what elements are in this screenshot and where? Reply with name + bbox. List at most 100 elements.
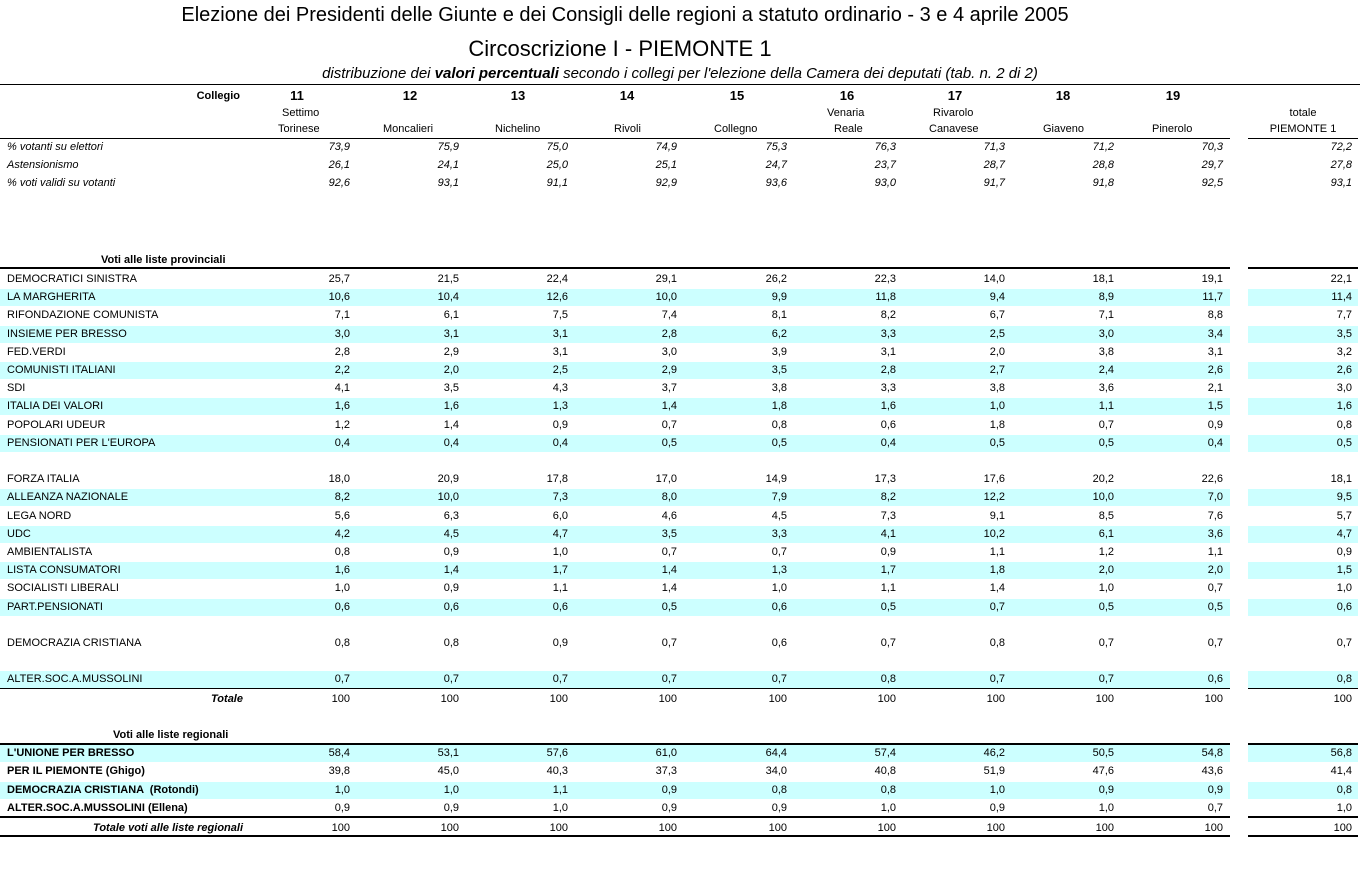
column-name: PIEMONTE 1 [1269, 123, 1337, 135]
cell: 1,0 [334, 582, 350, 595]
cell: 0,9 [443, 582, 459, 595]
cell: 0,9 [661, 801, 677, 814]
cell: 28,8 [1092, 159, 1114, 172]
cell: 3,6 [1098, 382, 1114, 395]
cell: 11,7 [1202, 291, 1223, 304]
row-shade [1248, 434, 1358, 452]
cell: 4,7 [1336, 527, 1352, 540]
cell: 71,2 [1092, 141, 1114, 153]
column-name: Canavese [929, 123, 979, 135]
cell: 3,0 [1336, 382, 1352, 395]
row-label: DEMOCRAZIA CRISTIANA (Rotondi) [7, 783, 199, 796]
column-number: 19 [1165, 88, 1181, 103]
row-label: PENSIONATI PER L'EUROPA [7, 436, 156, 449]
cell: 3,6 [1207, 527, 1223, 540]
row-label: SOCIALISTI LIBERALI [7, 582, 119, 595]
cell: 0,7 [661, 546, 677, 558]
cell: 1,0 [1098, 801, 1114, 814]
cell: 8,9 [1098, 291, 1114, 304]
cell: 0,9 [989, 801, 1005, 814]
row-label: UDC [7, 527, 31, 540]
cell: 12,2 [983, 491, 1005, 504]
cell: 1,8 [989, 564, 1005, 577]
cell: 100 [1333, 822, 1352, 834]
cell: 2,0 [1207, 564, 1223, 577]
section-heading: Voti alle liste regionali [113, 729, 229, 741]
rule [0, 688, 1230, 689]
cell: 29,7 [1201, 159, 1223, 172]
rule [1248, 816, 1358, 818]
cell: 0,9 [334, 801, 350, 814]
cell: 3,3 [880, 327, 896, 340]
row-label: RIFONDAZIONE COMUNISTA [7, 309, 159, 322]
cell: 29,1 [655, 273, 677, 285]
cell: 0,7 [334, 673, 350, 686]
cell: 91,8 [1092, 177, 1114, 190]
cell: 91,7 [983, 177, 1005, 190]
column-name: Pinerolo [1152, 123, 1193, 135]
cell: 0,4 [880, 436, 896, 449]
cell: 1,0 [989, 783, 1005, 796]
cell: 0,6 [334, 600, 350, 613]
cell: 3,9 [771, 345, 787, 358]
row-shade [1248, 562, 1358, 580]
cell: 3,1 [1207, 345, 1223, 358]
rule [1248, 267, 1358, 269]
column-number: 15 [729, 88, 745, 103]
cell: 3,1 [880, 345, 896, 358]
cell: 57,4 [874, 747, 896, 759]
row-shade [1248, 745, 1358, 762]
cell: 0,8 [1336, 673, 1352, 686]
cell: 10,4 [437, 291, 459, 304]
cell: 100 [1333, 693, 1352, 705]
cell: 1,3 [771, 564, 787, 577]
title: Elezione dei Presidenti delle Giunte e d… [181, 4, 1069, 26]
cell: 1,6 [334, 400, 350, 413]
cell: 0,7 [1207, 801, 1223, 814]
cell: 0,7 [661, 637, 677, 649]
cell: 2,0 [989, 345, 1005, 358]
description: distribuzione dei valori percentuali sec… [0, 65, 1360, 83]
subtitle: Circoscrizione I - PIEMONTE 1 [468, 36, 772, 61]
row-label: FORZA ITALIA [7, 473, 80, 486]
row-label: PER IL PIEMONTE (Ghigo) [7, 765, 145, 778]
cell: 0,4 [552, 436, 568, 449]
cell: 56,8 [1330, 747, 1352, 759]
cell: 0,7 [989, 673, 1005, 686]
row-label: DEMOCRAZIA CRISTIANA [7, 637, 142, 649]
description-text: distribuzione dei [322, 65, 431, 82]
cell: 100 [1204, 693, 1223, 705]
cell: 0,6 [771, 637, 787, 649]
cell: 0,8 [880, 783, 896, 796]
cell: 100 [331, 693, 350, 705]
cell: 0,5 [1336, 436, 1352, 449]
cell: 3,8 [1098, 345, 1114, 358]
row-shade [1248, 598, 1358, 616]
cell: 1,4 [661, 564, 677, 577]
cell: 17,8 [546, 473, 568, 486]
cell: 6,7 [989, 309, 1005, 322]
cell: 14,9 [765, 473, 787, 486]
cell: 7,3 [880, 509, 896, 522]
cell: 1,0 [552, 546, 568, 558]
row-label: COMUNISTI ITALIANI [7, 364, 116, 376]
cell: 0,8 [334, 637, 350, 649]
cell: 1,6 [334, 564, 350, 577]
cell: 92,9 [655, 177, 677, 190]
row-label: Totale [211, 693, 243, 705]
cell: 1,0 [880, 801, 896, 814]
cell: 3,0 [334, 327, 350, 340]
cell: 0,7 [1098, 418, 1114, 431]
cell: 40,8 [874, 765, 896, 778]
cell: 0,5 [1207, 600, 1223, 613]
rule [0, 267, 1230, 269]
cell: 26,1 [328, 159, 350, 172]
cell: 100 [986, 693, 1005, 705]
cell: 7,5 [552, 309, 568, 322]
cell: 1,4 [443, 564, 459, 577]
cell: 10,2 [983, 527, 1005, 540]
cell: 0,6 [1207, 673, 1223, 686]
cell: 1,4 [661, 582, 677, 595]
row-shade [0, 525, 1230, 543]
